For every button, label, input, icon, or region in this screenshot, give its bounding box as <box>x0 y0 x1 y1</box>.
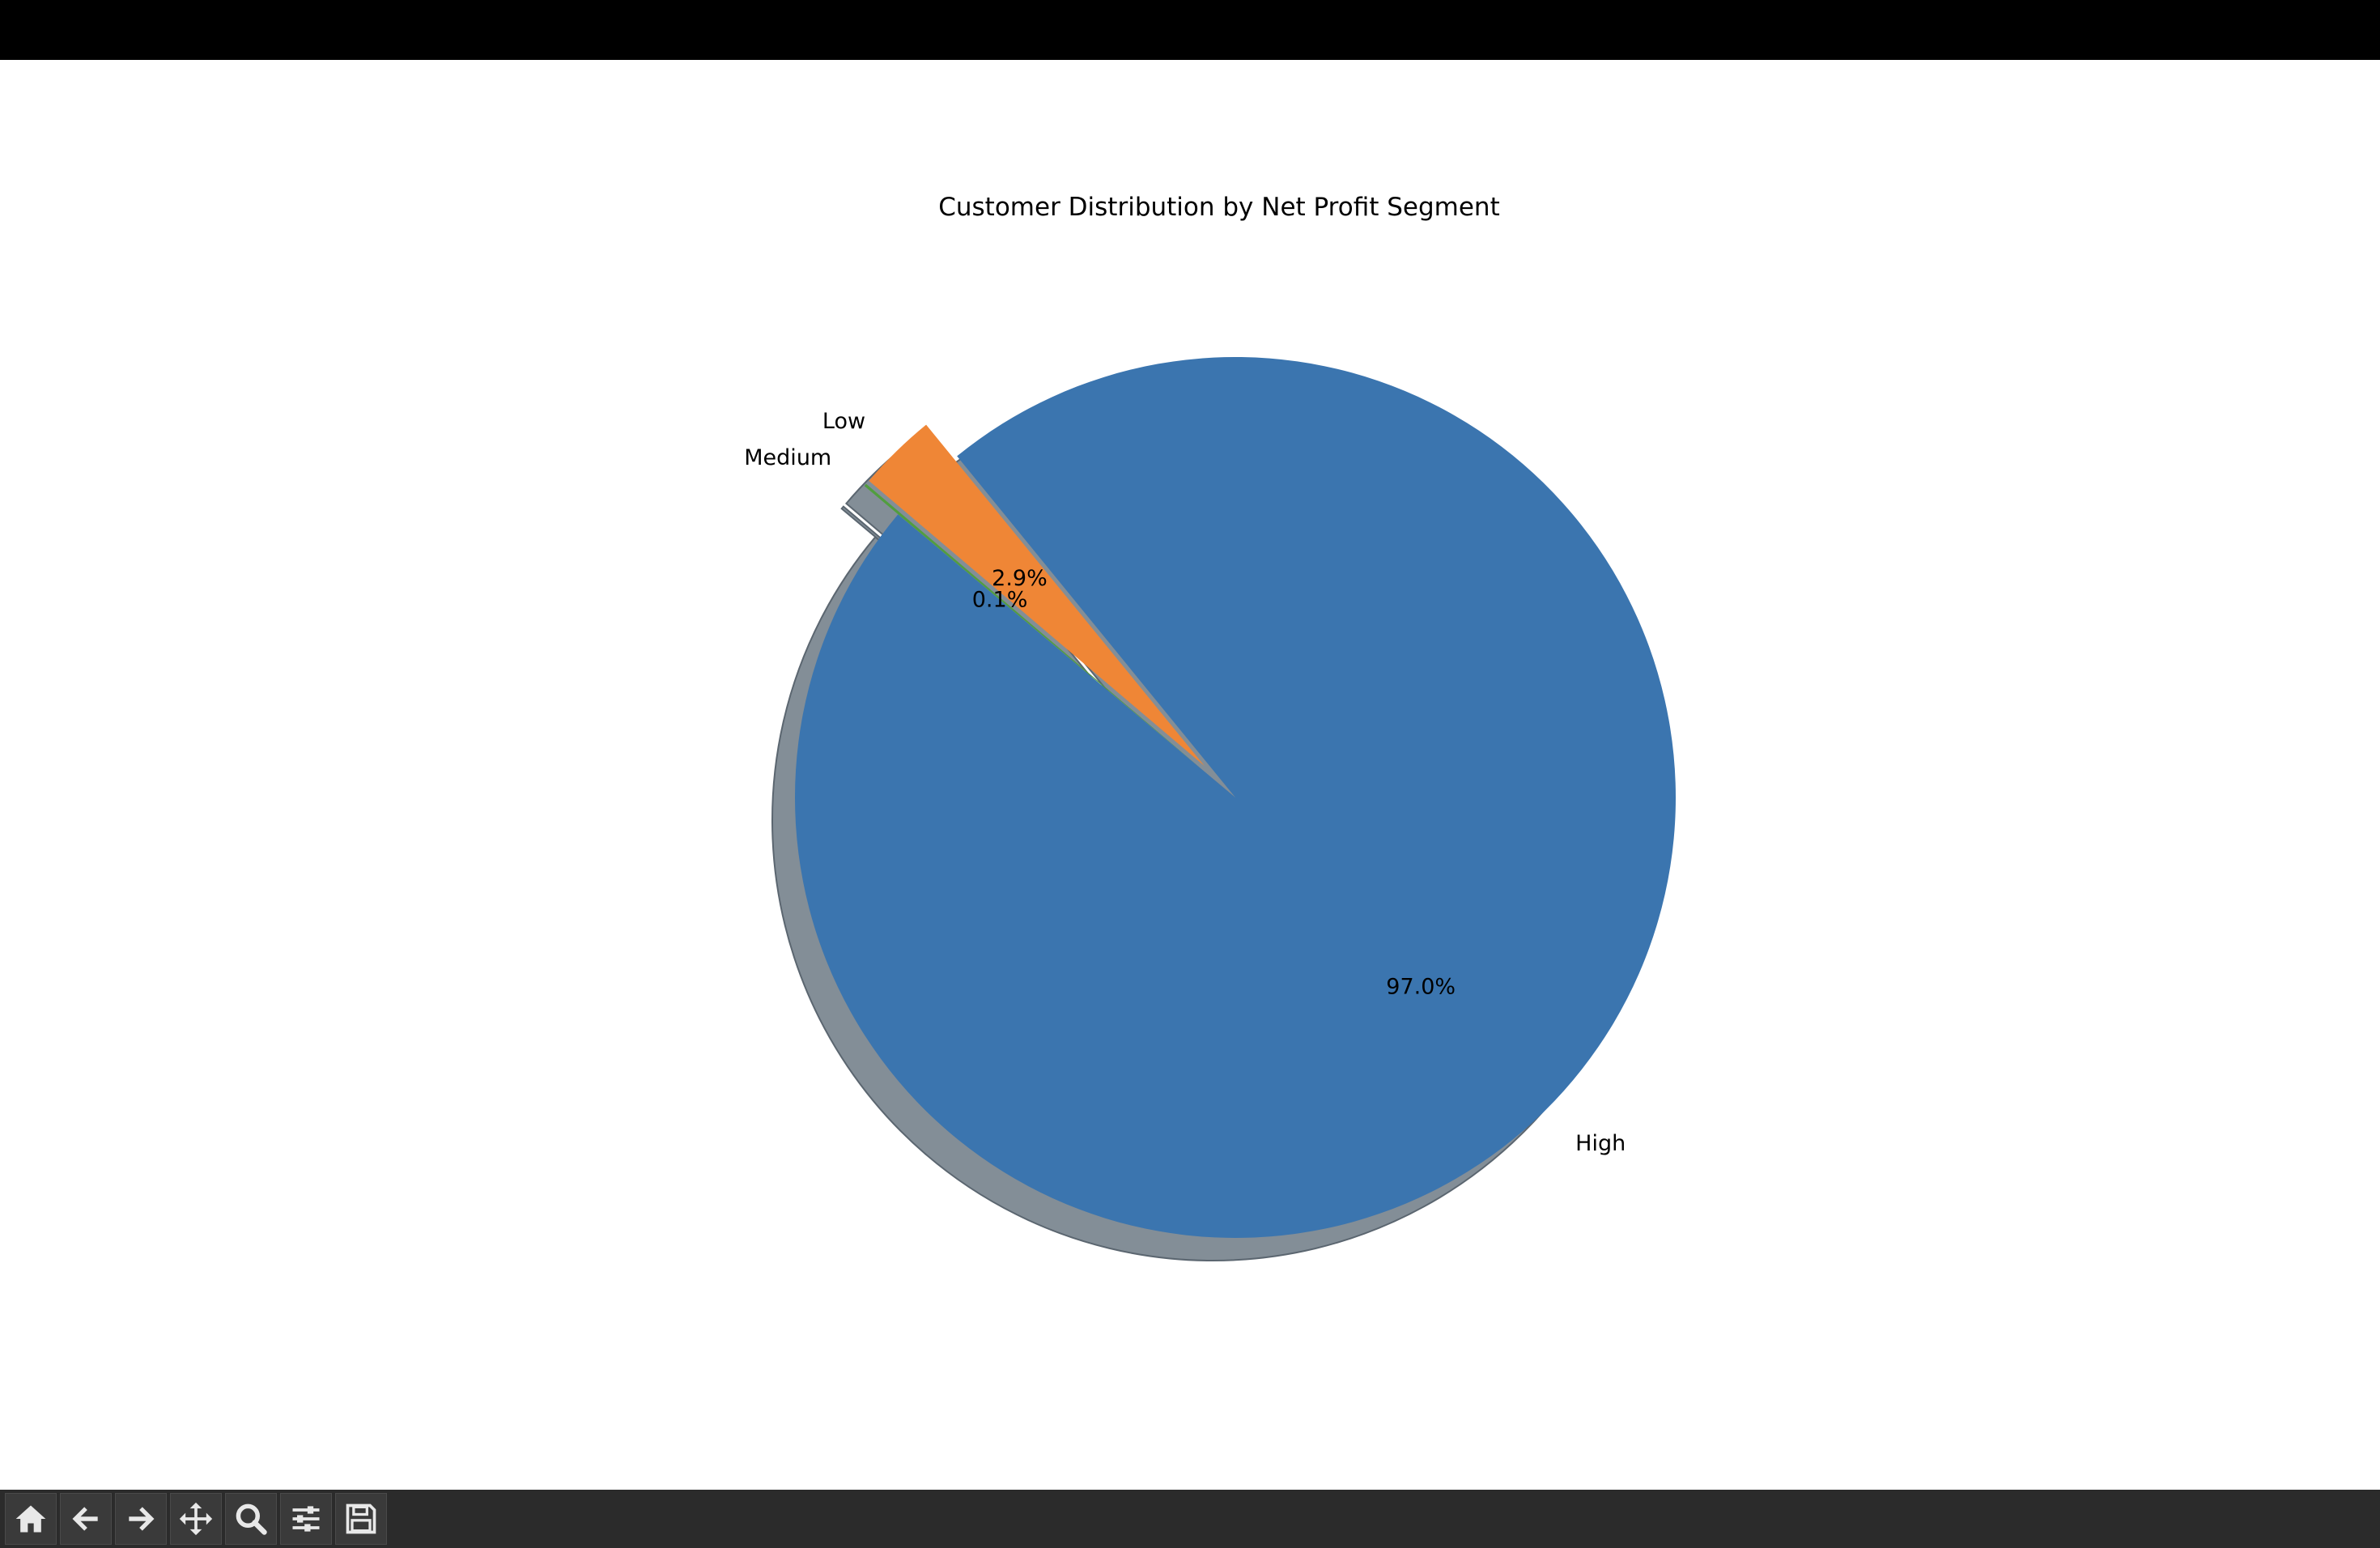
pie-slice-medium <box>864 483 1202 769</box>
figure-canvas: Customer Distribution by Net Profit Segm… <box>0 60 2380 1490</box>
forward-button[interactable] <box>115 1493 167 1545</box>
slice-label-low: Low <box>822 409 865 434</box>
pan-button[interactable] <box>170 1493 222 1545</box>
sliders-icon <box>292 1506 320 1532</box>
slice-label-high: High <box>1575 1131 1626 1156</box>
back-button[interactable] <box>60 1493 112 1545</box>
floppy-disk-icon <box>346 1503 376 1534</box>
arrow-left-icon <box>72 1507 98 1531</box>
pie-slice-high <box>795 356 1677 1238</box>
chart-title: Customer Distribution by Net Profit Segm… <box>938 193 1500 222</box>
slice-percent-medium: 0.1% <box>972 587 1028 612</box>
navigation-toolbar <box>0 1490 2380 1548</box>
pie-slice-low <box>869 424 1205 767</box>
arrow-right-icon <box>129 1507 155 1531</box>
pie-chart: Customer Distribution by Net Profit Segm… <box>744 193 1677 1261</box>
move-icon <box>179 1502 213 1536</box>
home-icon <box>15 1505 46 1533</box>
slice-percent-high: 97.0% <box>1386 974 1456 999</box>
home-button[interactable] <box>5 1493 57 1545</box>
zoom-button[interactable] <box>225 1493 277 1545</box>
magnifier-icon <box>236 1503 267 1535</box>
slice-label-medium: Medium <box>744 445 831 470</box>
window-title-bar <box>0 0 2380 60</box>
save-button[interactable] <box>335 1493 387 1545</box>
slice-percent-low: 2.9% <box>992 566 1048 591</box>
configure-subplots-button[interactable] <box>280 1493 332 1545</box>
